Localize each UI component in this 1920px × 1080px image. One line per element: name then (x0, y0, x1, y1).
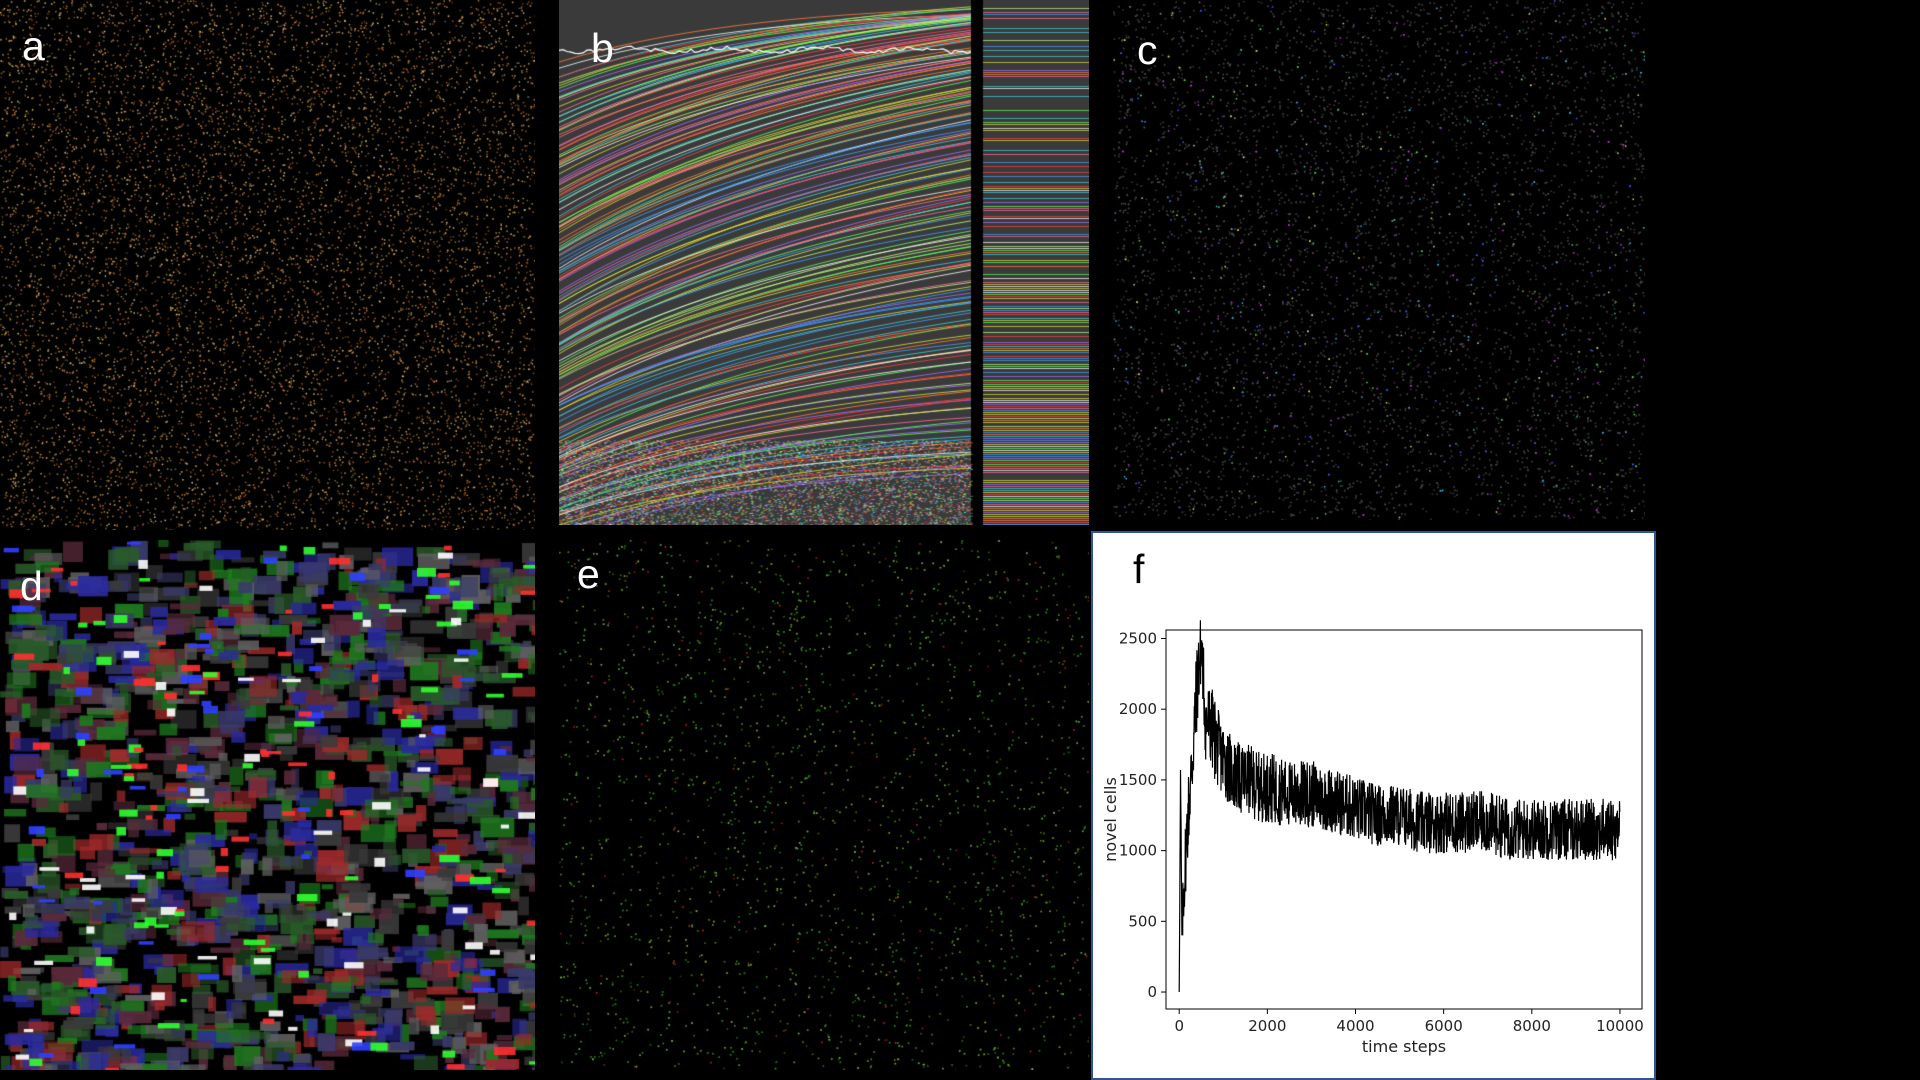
panel-c-label: c (1137, 27, 1158, 73)
x-tick-label: 8000 (1513, 1017, 1551, 1035)
panel-a-label: a (22, 23, 45, 69)
x-tick-label: 10000 (1596, 1017, 1644, 1035)
panel-b-image (559, 0, 1089, 525)
panel-c-image (1113, 0, 1645, 520)
panel-c: c (1113, 0, 1645, 520)
y-tick-label: 500 (1128, 912, 1157, 930)
x-axis-title: time steps (1362, 1037, 1446, 1056)
y-tick-label: 0 (1147, 983, 1157, 1001)
y-tick-label: 1500 (1119, 771, 1157, 789)
panel-d-label: d (20, 563, 43, 609)
y-tick-label: 2500 (1119, 629, 1157, 647)
novel-cells-chart: 0 2000 4000 6000 8000 10000 0 500 1000 1500 2000 25… (1101, 620, 1644, 1056)
panel-b: b (559, 0, 1089, 525)
panel-d-image (0, 540, 535, 1070)
x-tick-label: 2000 (1248, 1017, 1286, 1035)
x-tick-label: 0 (1174, 1017, 1184, 1035)
x-tick-label: 6000 (1425, 1017, 1463, 1035)
y-tick-label: 1000 (1119, 842, 1157, 860)
y-tick-label: 2000 (1119, 700, 1157, 718)
panel-e-image (559, 540, 1089, 1070)
panel-a: a (0, 0, 535, 530)
x-tick-label: 4000 (1336, 1017, 1374, 1035)
plot-frame (1165, 629, 1643, 1010)
panel-e: e (559, 540, 1089, 1070)
panel-a-image (0, 0, 535, 530)
series-line-novel-cells (1178, 620, 1621, 993)
y-axis-title: novel cells (1101, 777, 1120, 862)
panel-f-label: f (1133, 546, 1145, 592)
panel-d: d (0, 540, 535, 1070)
panel-f-chart: f 0 2000 4000 6000 8000 10000 0 500 1000 1500 2000… (1091, 531, 1656, 1080)
panel-b-label: b (591, 25, 614, 71)
panel-e-label: e (577, 551, 600, 597)
